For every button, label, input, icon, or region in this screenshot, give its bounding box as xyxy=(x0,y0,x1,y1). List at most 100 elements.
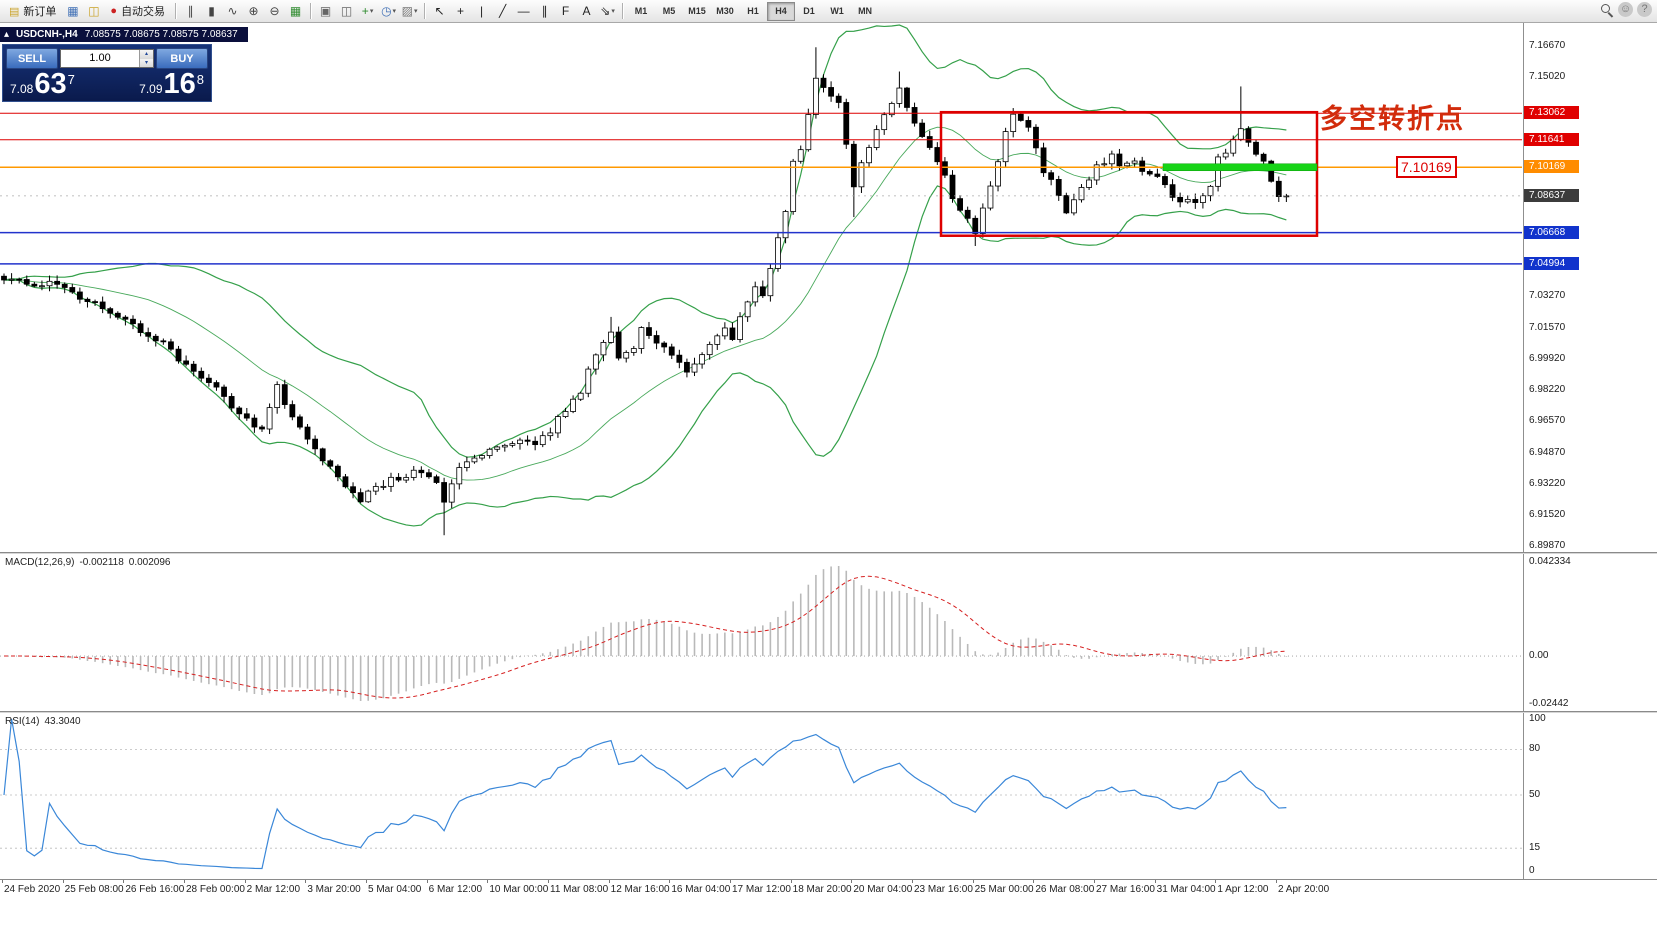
collapse-icon[interactable]: ▴ xyxy=(4,29,10,40)
search-icon[interactable] xyxy=(1599,2,1614,18)
new-order-button[interactable]: ▤ 新订单 xyxy=(3,2,62,21)
chevron-down-icon[interactable]: ▾ xyxy=(413,7,418,15)
timeframe-M15[interactable]: M15 xyxy=(688,6,706,16)
autotrading-button[interactable]: ● 自动交易 xyxy=(104,2,171,21)
chart-window-icon[interactable]: ▦ xyxy=(62,2,83,21)
time-axis-tick xyxy=(123,880,125,883)
templates-icon[interactable]: ▨ ▾ xyxy=(399,2,420,21)
price-chart[interactable] xyxy=(0,23,1522,552)
timeframe-MN[interactable]: MN xyxy=(858,6,873,16)
sell-price-big: 63 xyxy=(34,68,67,100)
macd-main-value: -0.002118 xyxy=(79,557,124,568)
macd-chart[interactable] xyxy=(0,554,1522,711)
timeframe-H4[interactable]: H4 xyxy=(767,1,796,21)
chevron-down-icon[interactable]: ▾ xyxy=(392,7,397,15)
arrange-windows-icon[interactable]: ◫ xyxy=(336,2,357,21)
text-label-icon[interactable]: A xyxy=(576,2,597,21)
channel-icon[interactable]: ∥ xyxy=(534,2,555,21)
cascade-windows-icon[interactable]: ▣ xyxy=(315,2,336,21)
time-axis[interactable]: 24 Feb 2020 25 Feb 08:00 26 Feb 16:00 28 Fe… xyxy=(0,879,1657,900)
chart-symbol-label: USDCNH-,H4 xyxy=(16,29,78,40)
crosshair-icon[interactable]: + xyxy=(450,2,471,21)
volume-up-icon[interactable]: ▴ xyxy=(140,50,153,59)
chevron-down-icon[interactable]: ▾ xyxy=(369,7,374,15)
time-axis-label: 17 Mar 12:00 xyxy=(732,884,791,895)
candlestick-chart-icon-glyph: ▮ xyxy=(208,3,215,18)
time-axis-label: 23 Mar 16:00 xyxy=(914,884,973,895)
help-icon[interactable]: ? xyxy=(1637,2,1652,17)
horizontal-lines[interactable] xyxy=(0,112,1522,265)
tile-windows-icon[interactable]: ▦ xyxy=(285,2,306,21)
rsi-value: 43.3040 xyxy=(44,716,81,727)
panel-resize-handle-rsi[interactable] xyxy=(0,711,1657,713)
panel-resize-handle-macd[interactable] xyxy=(0,552,1657,554)
time-axis-label: 1 Apr 12:00 xyxy=(1217,884,1269,895)
timeframe-M5[interactable]: M5 xyxy=(662,6,676,16)
rsi-indicator-label: RSI(14) 43.3040 xyxy=(5,716,86,727)
horizontal-line-icon[interactable]: ― xyxy=(513,2,534,21)
fibonacci-icon[interactable]: F xyxy=(555,2,576,21)
channel-icon-glyph: ∥ xyxy=(541,3,548,18)
periods-icon[interactable]: ◷ ▾ xyxy=(378,2,399,21)
timeframe-D1[interactable]: D1 xyxy=(803,6,815,16)
volume-field[interactable]: 1.00 ▴ ▾ xyxy=(60,49,154,68)
candles xyxy=(1,47,1290,536)
time-axis-tick xyxy=(426,880,428,883)
toolbar-separator xyxy=(424,3,426,19)
time-axis-label: 6 Mar 12:00 xyxy=(428,884,483,895)
macd-signal-line xyxy=(3,575,1287,699)
timeframe-M1[interactable]: M1 xyxy=(634,6,648,16)
time-axis-tick xyxy=(972,880,974,883)
arrows-objects-icon[interactable]: ⇘ ▾ xyxy=(597,2,618,21)
toolbar-separator xyxy=(622,3,624,19)
volume-stepper[interactable]: ▴ ▾ xyxy=(139,50,153,67)
time-axis-label: 31 Mar 04:00 xyxy=(1156,884,1216,895)
vertical-line-icon[interactable]: | xyxy=(471,2,492,21)
new-order-icon: ▤ xyxy=(9,5,20,18)
volume-value[interactable]: 1.00 xyxy=(89,52,111,64)
support-zone-segment[interactable] xyxy=(1162,163,1318,172)
candlestick-chart-icon[interactable]: ▮ xyxy=(201,2,222,21)
price-scale-label: 6.98220 xyxy=(1529,384,1566,396)
sell-button[interactable]: SELL xyxy=(6,48,58,69)
community-icon[interactable]: ☺ xyxy=(1618,2,1633,17)
price-badge: 7.13062 xyxy=(1524,106,1579,120)
price-scale-label: 6.96570 xyxy=(1529,415,1566,427)
time-axis-tick xyxy=(305,880,307,883)
timeframe-W1[interactable]: W1 xyxy=(830,6,844,16)
cursor-icon-glyph: ↖ xyxy=(434,3,445,18)
price-callout-label[interactable]: 7.10169 xyxy=(1396,156,1457,178)
price-scale-label: 7.16670 xyxy=(1529,39,1566,51)
chevron-down-icon[interactable]: ▾ xyxy=(611,7,615,15)
volume-down-icon[interactable]: ▾ xyxy=(140,58,153,67)
profiles-icon[interactable]: ◫ xyxy=(83,2,104,21)
bollinger-bands xyxy=(3,24,1287,527)
zoom-out-icon-glyph: ⊖ xyxy=(269,3,280,18)
rsi-chart[interactable] xyxy=(0,713,1522,878)
time-axis-tick xyxy=(1094,880,1095,883)
indicators-icon[interactable]: + ▾ xyxy=(357,2,378,21)
zoom-in-icon[interactable]: ⊕ xyxy=(243,2,264,21)
cascade-windows-icon-glyph: ▣ xyxy=(319,3,332,18)
time-axis-tick xyxy=(851,880,853,883)
price-scale[interactable]: 7.16670 7.15020 7.03270 7.01570 6.99920 6.982… xyxy=(1523,23,1657,879)
trendline-icon[interactable]: ╱ xyxy=(492,2,513,21)
toolbar-right-group: ☺? xyxy=(1599,2,1652,18)
time-axis-label: 27 Mar 16:00 xyxy=(1096,884,1155,895)
autotrading-icon: ● xyxy=(110,5,118,17)
buy-button[interactable]: BUY xyxy=(156,48,208,69)
cursor-icon[interactable]: ↖ xyxy=(429,2,450,21)
zoom-out-icon[interactable]: ⊖ xyxy=(264,2,285,21)
line-chart-icon[interactable]: ∿ xyxy=(222,2,243,21)
bars-chart-icon[interactable]: ∥ xyxy=(180,2,201,21)
price-scale-label: 6.89870 xyxy=(1529,540,1566,552)
fibonacci-icon-glyph: F xyxy=(561,3,570,18)
rsi-name: RSI(14) xyxy=(5,716,40,727)
price-scale-label: 6.94870 xyxy=(1529,446,1566,458)
sell-price[interactable]: 7.08 63 7 xyxy=(10,69,75,100)
range-box[interactable] xyxy=(939,110,1319,237)
timeframe-M30[interactable]: M30 xyxy=(716,6,734,16)
timeframe-H1[interactable]: H1 xyxy=(747,6,759,16)
chart-window-icon-glyph: ▦ xyxy=(67,3,79,18)
buy-price[interactable]: 7.09 16 8 xyxy=(139,69,204,100)
